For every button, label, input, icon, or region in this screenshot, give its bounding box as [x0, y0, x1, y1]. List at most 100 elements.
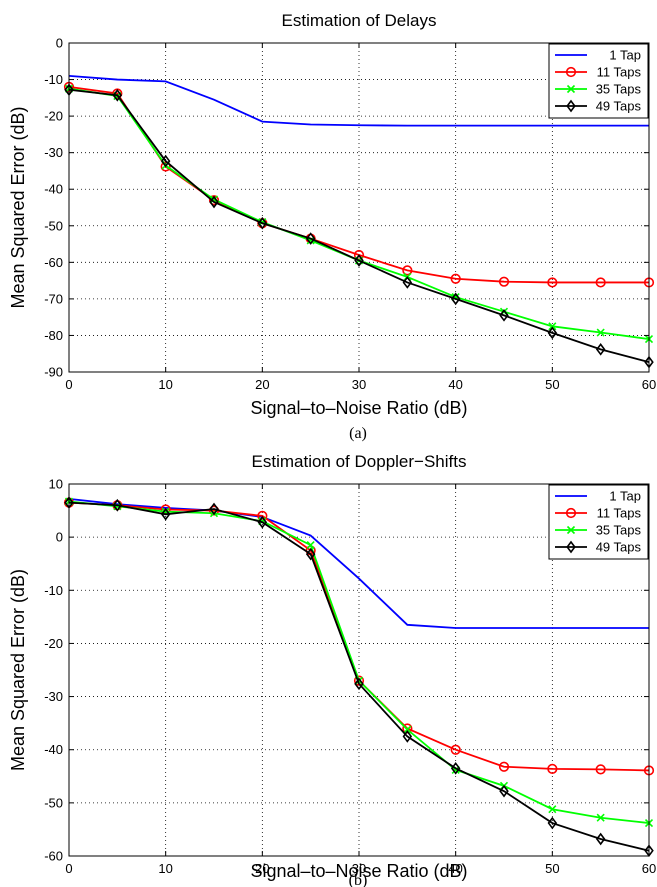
- data-point: [547, 816, 558, 830]
- data-point: [595, 764, 606, 775]
- data-point: [548, 805, 557, 814]
- legend-marker: [566, 84, 576, 94]
- legend-item: [555, 540, 587, 554]
- x-tick-label: 50: [545, 861, 559, 876]
- x-tick-label: 30: [352, 377, 366, 392]
- y-tick-label: -20: [44, 109, 63, 124]
- data-point: [209, 502, 219, 516]
- legend-label: 11 Taps: [597, 65, 642, 80]
- y-tick-label: -80: [44, 328, 63, 343]
- series-1-tap: [68, 75, 649, 127]
- series-49-taps: [64, 496, 654, 858]
- series-line: [68, 88, 650, 364]
- y-tick-label: -10: [44, 72, 63, 87]
- data-point: [450, 273, 461, 284]
- data-point: [354, 677, 364, 691]
- data-point: [450, 744, 461, 755]
- x-tick-label: 0: [65, 377, 72, 392]
- legend-label: 49 Taps: [596, 99, 642, 114]
- data-point: [403, 725, 412, 734]
- x-tick-label: 40: [448, 377, 462, 392]
- legend-label: 1 Tap: [609, 48, 641, 63]
- legend-marker: [566, 540, 576, 554]
- data-point: [353, 249, 365, 261]
- y-tick-label: -30: [44, 689, 63, 704]
- y-tick-label: -70: [44, 291, 63, 306]
- data-point: [499, 784, 509, 798]
- chart-title: Estimation of Doppler−Shifts: [252, 452, 467, 471]
- data-point: [547, 326, 558, 340]
- legend-item: [555, 66, 587, 78]
- data-point: [402, 730, 413, 743]
- data-point: [596, 813, 605, 822]
- legend-label: 11 Taps: [597, 506, 642, 521]
- data-point: [112, 498, 123, 512]
- series-49-taps: [64, 83, 654, 369]
- x-tick-label: 60: [642, 377, 656, 392]
- chart-title: Estimation of Delays: [282, 11, 437, 30]
- y-tick-label: -60: [44, 849, 63, 864]
- data-point: [402, 265, 413, 276]
- data-point: [450, 761, 461, 775]
- y-axis-label: Mean Squared Error (dB): [8, 106, 28, 308]
- data-point: [498, 761, 510, 772]
- legend-marker: [566, 525, 576, 535]
- data-point: [257, 515, 268, 529]
- x-tick-label: 20: [255, 377, 269, 392]
- data-point: [306, 541, 315, 550]
- y-tick-label: -40: [44, 182, 63, 197]
- y-tick-label: -10: [44, 583, 63, 598]
- data-point: [209, 195, 219, 209]
- x-tick-label: 20: [255, 861, 269, 876]
- y-tick-label: -50: [44, 218, 63, 233]
- data-point: [498, 276, 510, 287]
- x-tick-label: 30: [352, 861, 366, 876]
- y-tick-label: -30: [44, 145, 63, 160]
- legend-marker: [566, 99, 576, 113]
- data-point: [548, 322, 557, 331]
- legend-item: [555, 525, 587, 535]
- x-tick-label: 10: [158, 861, 172, 876]
- data-point: [402, 276, 413, 289]
- x-axis-label: Signal–to–Noise Ratio (dB): [250, 398, 467, 418]
- data-point: [209, 195, 219, 204]
- data-point: [160, 161, 171, 172]
- data-point: [354, 254, 364, 267]
- y-tick-label: -40: [44, 742, 63, 757]
- x-tick-label: 0: [65, 861, 72, 876]
- data-point: [305, 547, 316, 561]
- y-tick-label: 0: [56, 36, 63, 51]
- x-tick-label: 10: [158, 377, 172, 392]
- data-point: [547, 277, 558, 288]
- legend-marker: [565, 507, 577, 519]
- x-axis-label: Signal–to–Noise Ratio (dB): [250, 861, 467, 881]
- x-tick-label: 40: [448, 861, 462, 876]
- data-point: [596, 328, 605, 337]
- data-point: [305, 232, 316, 245]
- legend: [548, 43, 649, 119]
- panel-caption: (b): [349, 872, 368, 887]
- y-axis-label: Mean Squared Error (dB): [8, 569, 28, 771]
- data-point: [595, 277, 606, 288]
- series-1-tap: [68, 497, 649, 629]
- data-point: [257, 216, 268, 230]
- series-line: [68, 497, 649, 629]
- data-point: [450, 292, 461, 306]
- data-point: [499, 309, 509, 322]
- legend-marker: [565, 66, 577, 78]
- data-point: [595, 343, 606, 356]
- legend-item: [555, 84, 587, 94]
- legend-item: [555, 507, 587, 519]
- legend-label: 35 Taps: [596, 82, 642, 97]
- data-point: [160, 507, 171, 521]
- legend-label: 49 Taps: [596, 540, 642, 555]
- x-tick-label: 50: [545, 377, 559, 392]
- series-line: [68, 501, 650, 852]
- y-tick-label: 0: [56, 530, 63, 545]
- legend-label: 1 Tap: [609, 489, 641, 504]
- data-point: [112, 88, 123, 102]
- y-tick-label: -50: [44, 795, 63, 810]
- legend-label: 35 Taps: [596, 523, 642, 538]
- y-tick-label: -60: [44, 255, 63, 270]
